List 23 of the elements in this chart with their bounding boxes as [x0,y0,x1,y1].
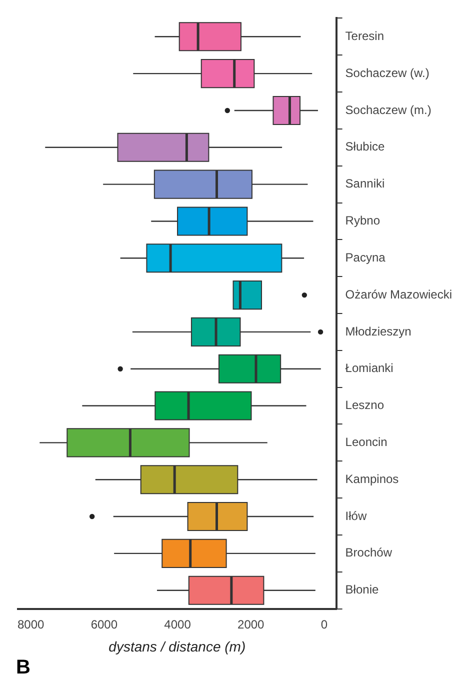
y-tick-label: Brochów [345,546,392,560]
y-tick-label: Iłów [345,508,367,523]
y-tick-label: Sochaczew (w.) [345,66,430,80]
text: B [16,656,30,679]
y-tick-label: Teresin [345,28,384,43]
y-tick-label: Kampinos [345,472,399,486]
y-tick-label: Młodzieszyn [345,324,412,338]
x-tick-label: 4000 [164,617,192,632]
y-tick-label: Pacyna [345,250,386,264]
y-tick-label: Rybno [345,214,380,228]
y-tick-label: Sanniki [345,176,385,191]
y-tick-label: Ożarów Mazowiecki [345,287,452,302]
x-tick-label: 2000 [238,617,265,632]
x-tick-label: 0 [320,617,328,632]
y-tick-label: Sochaczew (m.) [345,102,432,117]
y-tick-label: Leoncin [345,435,388,450]
x-tick-label: 6000 [90,617,118,632]
x-tick-label: 8000 [17,617,45,632]
y-tick-label: Słubice [345,140,385,154]
y-tick-label: Łomianki [345,361,394,376]
y-tick-label: Leszno [345,398,384,412]
x-axis-title: dystans / distance (m) [108,638,246,654]
y-tick-label: Błonie [345,582,379,597]
